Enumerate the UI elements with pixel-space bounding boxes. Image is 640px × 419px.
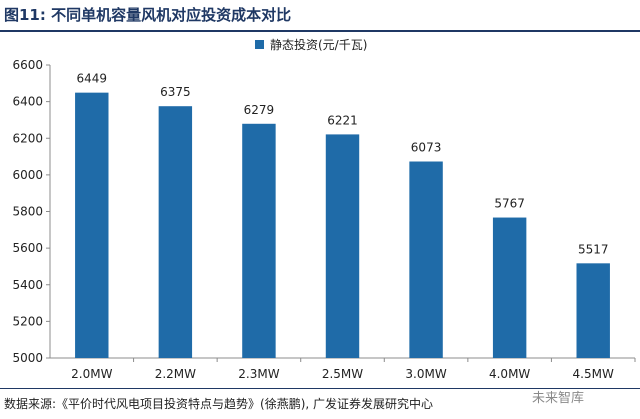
bar [576, 263, 610, 358]
legend-label: 静态投资(元/千瓦) [270, 37, 367, 52]
y-tick-label: 5200 [12, 314, 43, 328]
x-tick-label: 2.3MW [238, 367, 279, 381]
bar [75, 92, 109, 358]
data-label: 5517 [578, 242, 609, 256]
data-label: 6449 [77, 72, 108, 86]
y-tick-label: 6400 [12, 95, 43, 109]
bar [158, 106, 193, 358]
x-tick-label: 3.0MW [405, 367, 446, 381]
data-label: 6073 [411, 141, 442, 155]
bar [492, 217, 527, 358]
y-tick-label: 5800 [12, 205, 43, 219]
bar [409, 161, 443, 358]
data-label: 6279 [244, 103, 275, 117]
x-tick-label: 4.0MW [489, 367, 530, 381]
y-tick-label: 6200 [12, 131, 43, 145]
bar [325, 134, 360, 358]
x-tick-label: 2.5MW [322, 367, 363, 381]
bottom-rule [0, 388, 640, 389]
figure-title: 图11: 不同单机容量风机对应投资成本对比 [4, 6, 292, 24]
y-tick-label: 6600 [12, 58, 43, 72]
y-tick-label: 5400 [12, 278, 43, 292]
source-note: 数据来源:《平价时代风电项目投资特点与趋势》(徐燕鹏), 广发证券发展研究中心 [4, 397, 434, 411]
watermark: 未来智库 [532, 391, 585, 406]
x-tick-label: 2.2MW [155, 367, 196, 381]
legend-swatch [255, 40, 264, 49]
data-label: 6221 [327, 113, 358, 127]
title-rule [0, 30, 640, 32]
x-tick-label: 2.0MW [71, 367, 112, 381]
data-label: 5767 [494, 197, 525, 211]
data-label: 6375 [160, 85, 191, 99]
bar [242, 123, 276, 358]
x-tick-label: 4.5MW [573, 367, 614, 381]
bar-chart: 5000 5200 5400 5600 5800 6000 6200 6400 6600 6449… [12, 37, 636, 381]
y-tick-label: 5600 [12, 241, 43, 255]
y-tick-label: 6000 [12, 168, 43, 182]
y-tick-label: 5000 [12, 351, 43, 365]
